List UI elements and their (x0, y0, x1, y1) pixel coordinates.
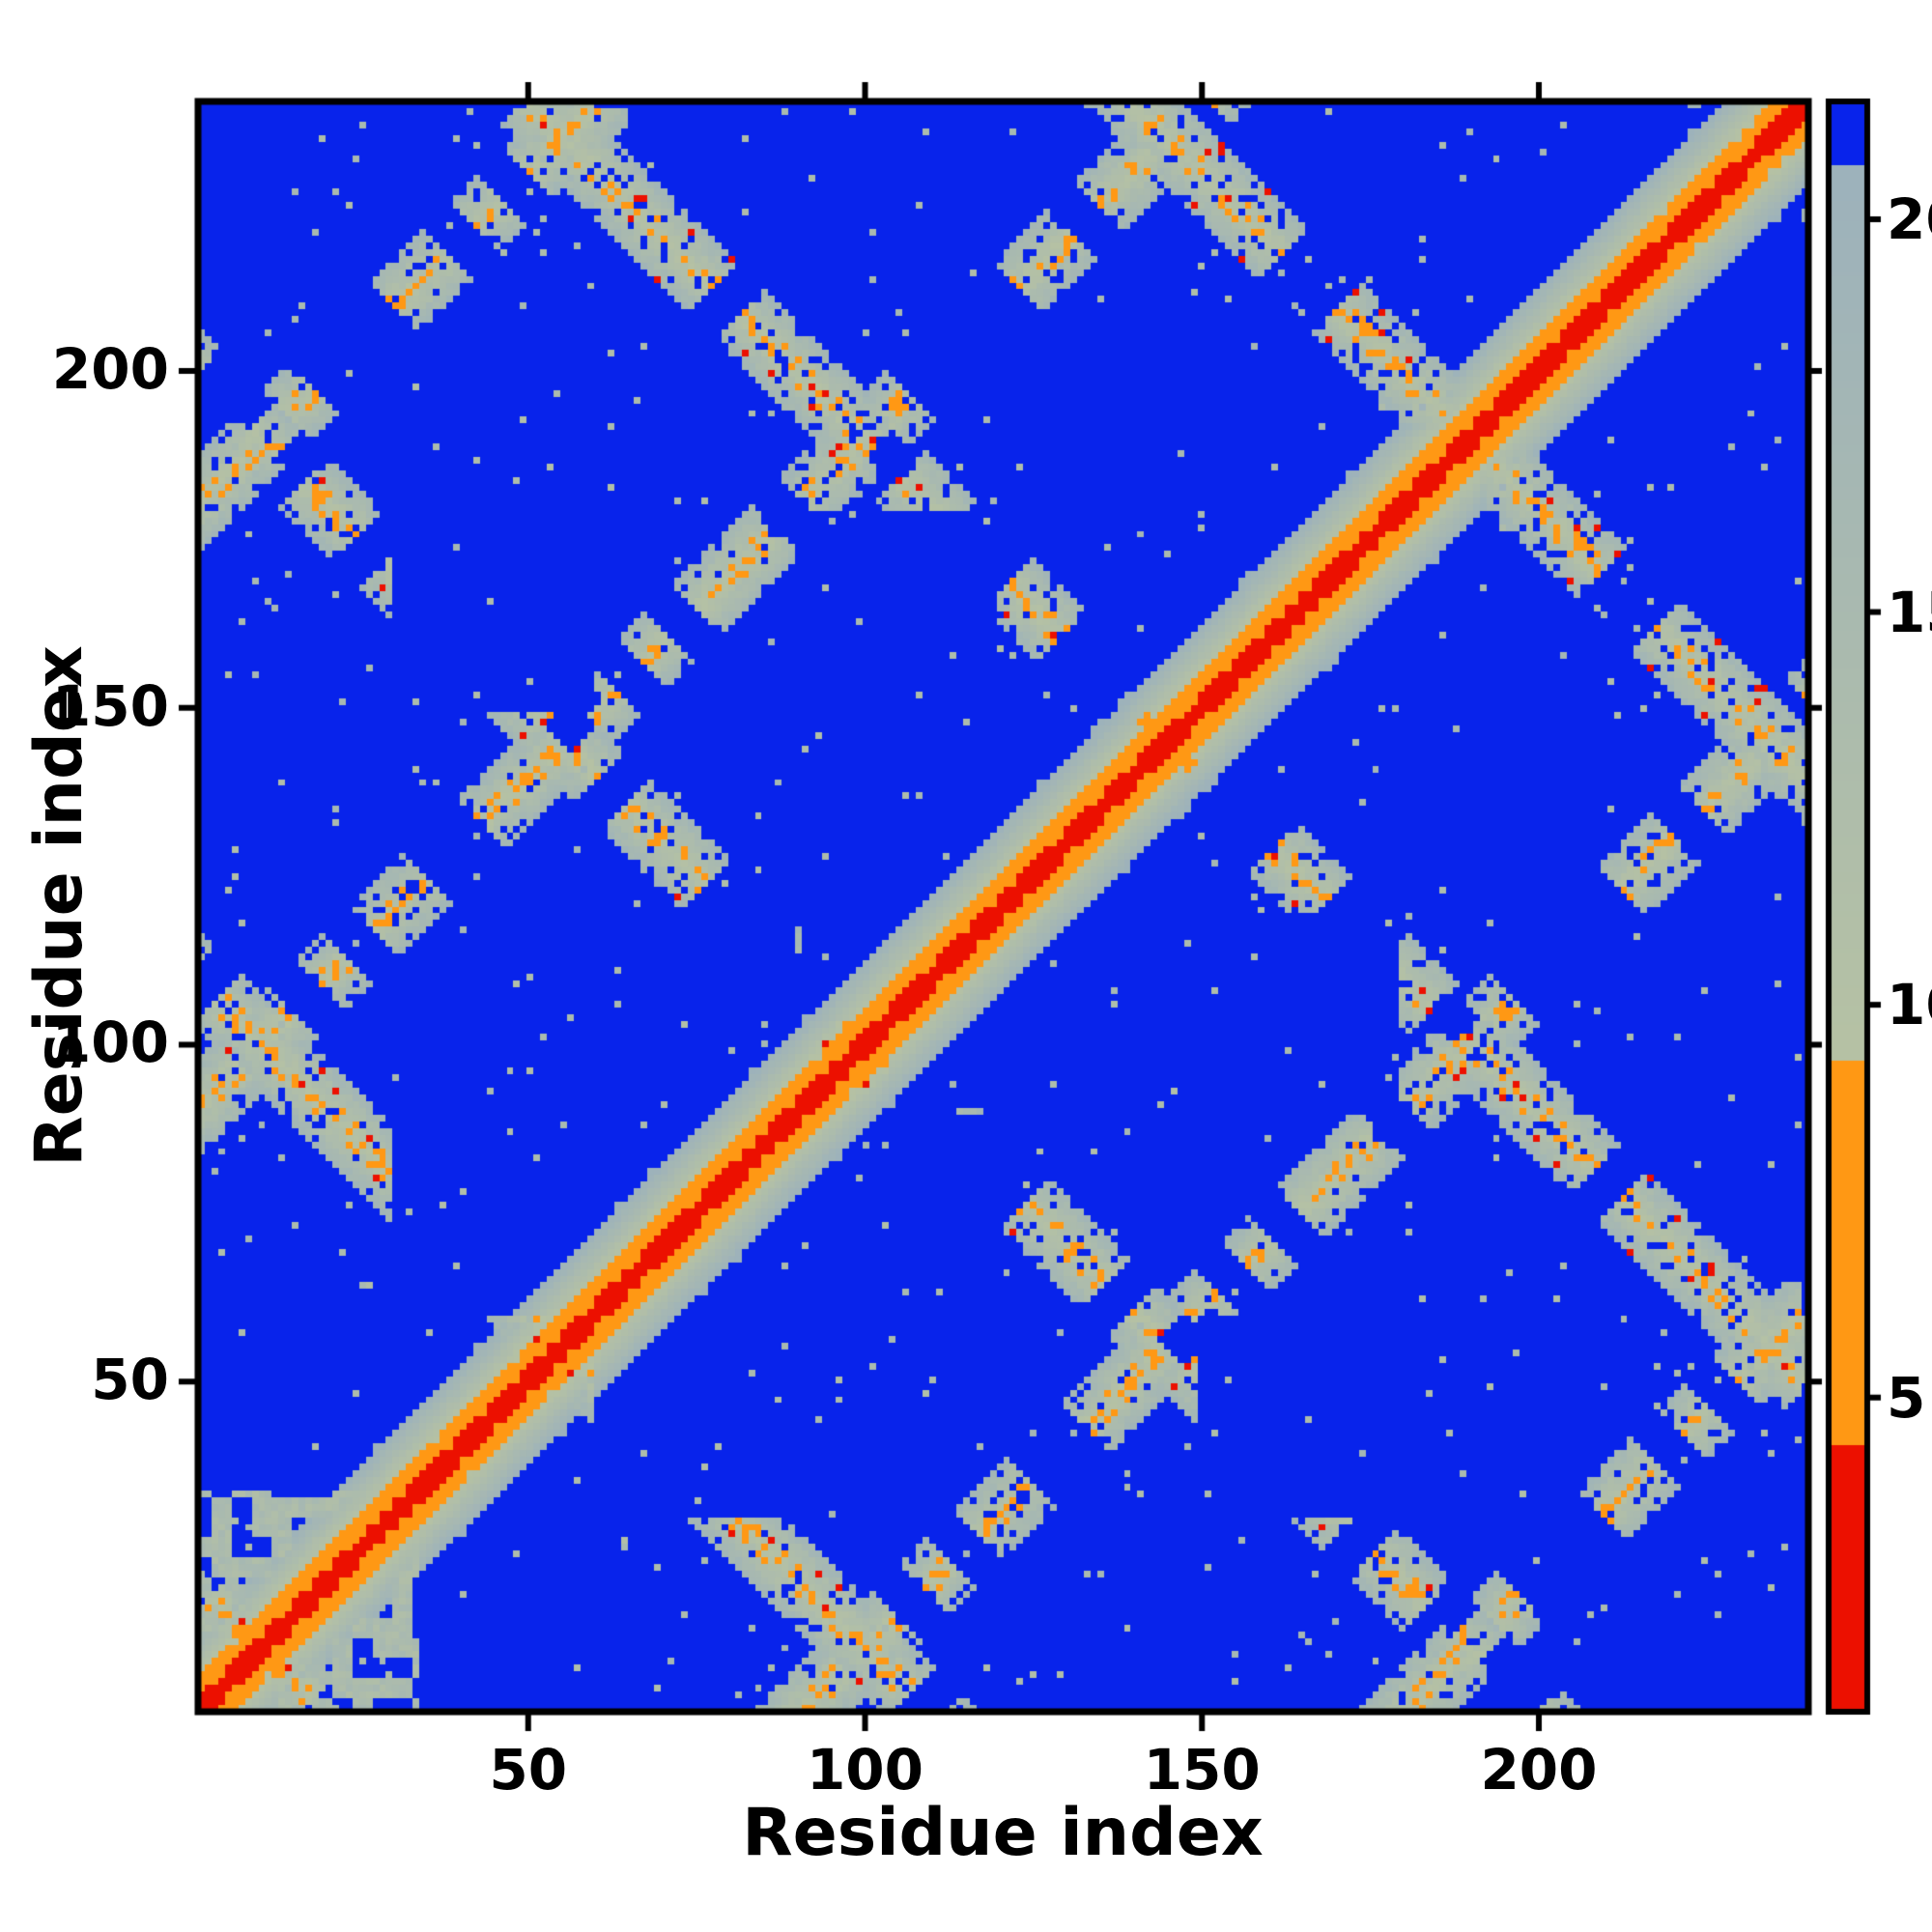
y-axis-title: Residue index (21, 645, 98, 1167)
x-tick-label: 200 (1480, 1737, 1598, 1803)
y-tick-label: 200 (51, 335, 169, 402)
x-tick-label: 50 (489, 1737, 568, 1803)
y-tick-label: 150 (51, 672, 169, 739)
y-tick-label: 100 (51, 1009, 169, 1076)
x-tick-label: 100 (806, 1737, 924, 1803)
x-tick-label: 150 (1143, 1737, 1261, 1803)
colorbar-tick-label: 10 (1887, 972, 1932, 1038)
colorbar-tick-label: 5 (1887, 1364, 1926, 1431)
x-axis-title: Residue index (742, 1795, 1264, 1871)
colorbar-tick-label: 20 (1887, 185, 1932, 252)
colorbar-tick-label: 15 (1887, 579, 1932, 645)
y-tick-label: 50 (91, 1347, 169, 1413)
